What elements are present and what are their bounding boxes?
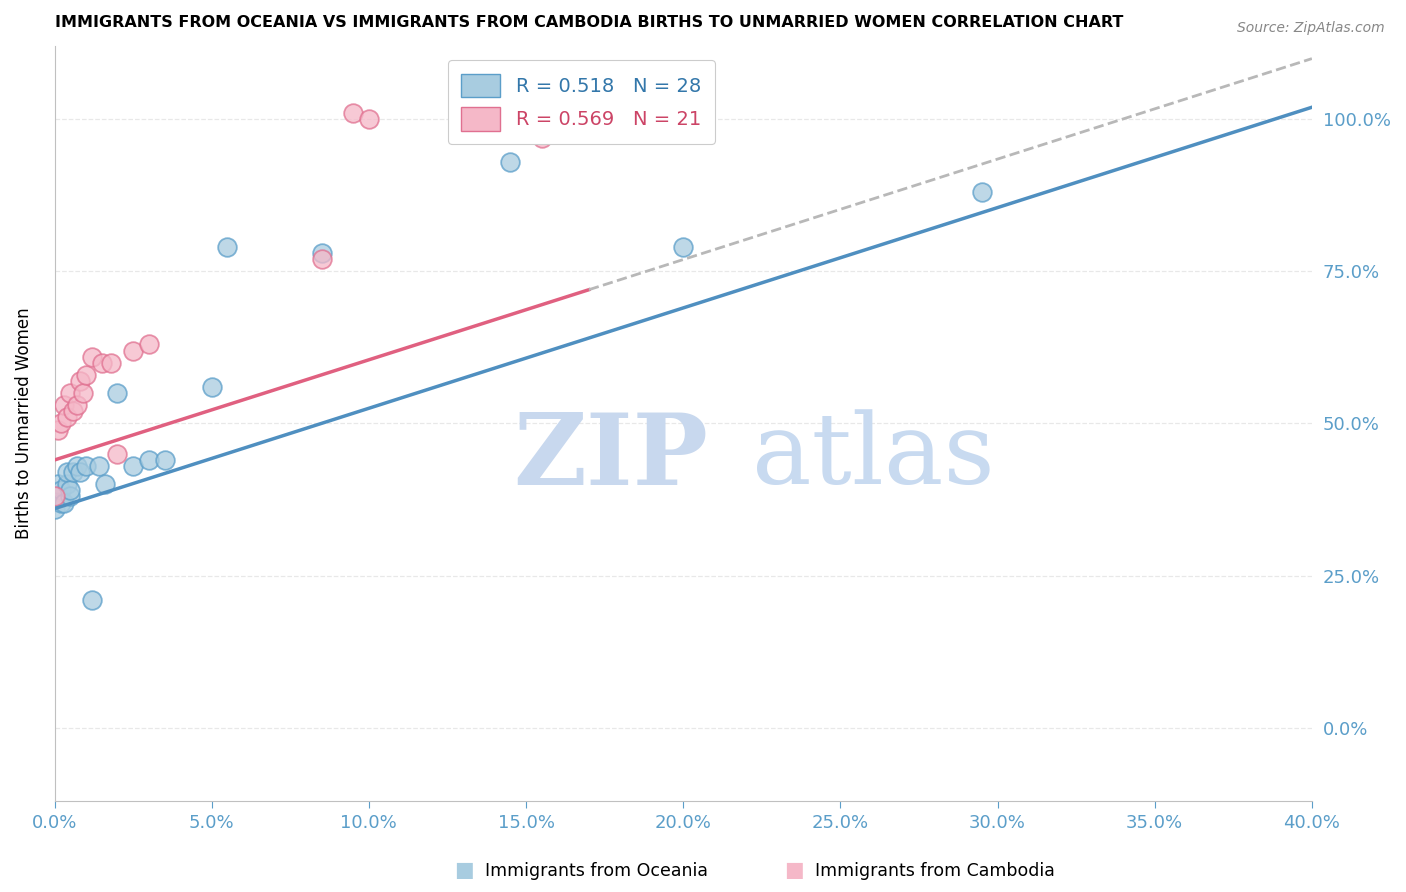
Point	[49, 495, 72, 509]
Point	[46, 477, 69, 491]
Point	[357, 112, 380, 127]
Point	[46, 490, 69, 504]
Point	[75, 458, 97, 473]
Point	[44, 490, 66, 504]
Point	[52, 495, 75, 509]
Text: IMMIGRANTS FROM OCEANIA VS IMMIGRANTS FROM CAMBODIA BIRTHS TO UNMARRIED WOMEN CO: IMMIGRANTS FROM OCEANIA VS IMMIGRANTS FR…	[55, 15, 1123, 30]
Point	[105, 447, 128, 461]
Point	[970, 186, 993, 200]
Point	[530, 130, 553, 145]
Point	[94, 477, 117, 491]
Point	[52, 398, 75, 412]
Point	[69, 465, 91, 479]
Point	[201, 380, 224, 394]
Point	[217, 240, 239, 254]
Point	[311, 252, 333, 267]
Point	[56, 465, 79, 479]
Point	[122, 458, 145, 473]
Point	[49, 417, 72, 431]
Point	[105, 386, 128, 401]
Point	[82, 592, 104, 607]
Point	[44, 490, 66, 504]
Point	[82, 350, 104, 364]
Point	[72, 386, 94, 401]
Legend: R = 0.518   N = 28, R = 0.569   N = 21: R = 0.518 N = 28, R = 0.569 N = 21	[447, 60, 714, 145]
Point	[49, 483, 72, 498]
Text: ■: ■	[454, 860, 474, 880]
Point	[499, 155, 522, 169]
Point	[90, 356, 112, 370]
Point	[311, 246, 333, 260]
Point	[122, 343, 145, 358]
Point	[62, 465, 84, 479]
Point	[56, 477, 79, 491]
Point	[672, 240, 695, 254]
Point	[100, 356, 122, 370]
Point	[75, 368, 97, 382]
Text: ■: ■	[785, 860, 804, 880]
Point	[69, 374, 91, 388]
Point	[56, 410, 79, 425]
Point	[65, 458, 87, 473]
Text: ZIP: ZIP	[513, 409, 709, 506]
Point	[44, 501, 66, 516]
Point	[62, 404, 84, 418]
Point	[59, 483, 82, 498]
Point	[153, 453, 176, 467]
Point	[138, 337, 160, 351]
Y-axis label: Births to Unmarried Women: Births to Unmarried Women	[15, 308, 32, 540]
Text: atlas: atlas	[752, 409, 995, 505]
Text: Immigrants from Oceania: Immigrants from Oceania	[485, 862, 709, 880]
Point	[59, 490, 82, 504]
Point	[342, 106, 364, 120]
Point	[138, 453, 160, 467]
Point	[65, 398, 87, 412]
Point	[59, 386, 82, 401]
Text: Source: ZipAtlas.com: Source: ZipAtlas.com	[1237, 21, 1385, 35]
Text: Immigrants from Cambodia: Immigrants from Cambodia	[815, 862, 1056, 880]
Point	[46, 423, 69, 437]
Point	[87, 458, 110, 473]
